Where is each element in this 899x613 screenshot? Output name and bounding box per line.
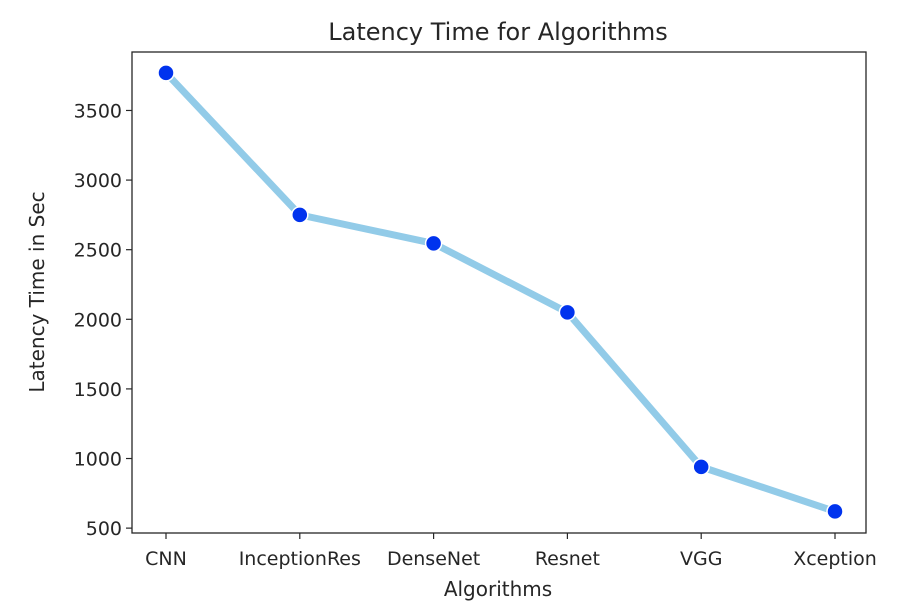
y-tick-label: 500 [86, 518, 122, 540]
x-tick-label: VGG [680, 548, 722, 570]
x-tick-label: Xception [793, 548, 877, 570]
data-point-marker [558, 303, 577, 322]
y-tick-label: 2000 [74, 309, 122, 331]
y-tick-label: 1500 [74, 379, 122, 401]
y-tick-label: 3500 [74, 100, 122, 122]
data-point-marker [826, 502, 844, 521]
x-tick-label: CNN [145, 548, 187, 570]
x-axis-label: Algorithms [444, 577, 552, 601]
data-point-marker [692, 458, 710, 476]
plot-area: 500 1000 1500 2000 2500 3000 3500 CNN Inception… [74, 51, 877, 570]
y-tick-label: 1000 [74, 449, 122, 471]
x-tick-label: InceptionRes [239, 548, 361, 570]
y-tick-label: 2500 [74, 240, 122, 262]
series-line [162, 69, 839, 515]
plot-frame [131, 51, 867, 534]
chart-title: Latency Time for Algorithms [328, 18, 668, 46]
x-tick-label: Resnet [535, 548, 600, 570]
x-tick-label: DenseNet [387, 548, 480, 570]
y-tick-label: 3000 [74, 170, 122, 192]
series-markers [157, 64, 844, 521]
y-axis: 500 1000 1500 2000 2500 3000 3500 [74, 100, 132, 540]
data-point-marker [291, 206, 309, 224]
y-axis-label: Latency Time in Sec [25, 191, 49, 392]
data-point-marker [157, 64, 175, 82]
x-axis: CNN InceptionRes DenseNet Resnet VGG Xception [145, 533, 877, 570]
data-point-marker [424, 234, 443, 253]
